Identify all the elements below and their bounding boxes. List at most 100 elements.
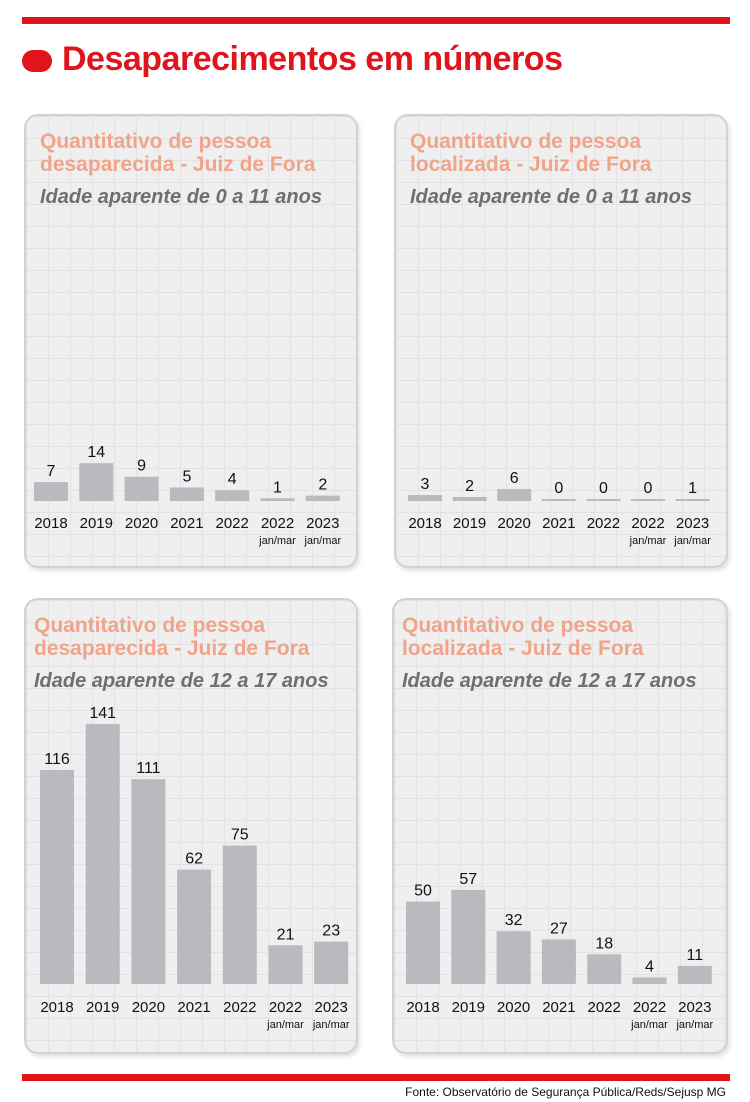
bar-2020 xyxy=(496,931,531,984)
bar-2019 xyxy=(451,889,486,984)
title-bullet-icon xyxy=(22,50,52,72)
bar-2021 xyxy=(541,939,576,984)
bar-chart: 116 2018 141 2019 111 2020 62 2021 75 2022 21 2022 j… xyxy=(40,705,350,1031)
value-label: 2 xyxy=(318,477,327,494)
category-label: 2018 xyxy=(408,515,441,532)
category-label: 2022 xyxy=(269,999,302,1016)
value-label: 111 xyxy=(136,760,160,777)
category-label: 2020 xyxy=(498,515,531,532)
value-label: 14 xyxy=(87,444,105,461)
category-label: 2022 xyxy=(261,515,294,532)
category-sublabel: jan/mar xyxy=(673,535,711,547)
bar-2023-jan-mar xyxy=(675,499,710,501)
category-label: 2022 xyxy=(588,999,621,1016)
chart-card-located-0-11: Quantitativo de pessoa localizada - Juiz… xyxy=(394,114,728,568)
value-label: 32 xyxy=(505,912,523,929)
category-label: 2023 xyxy=(676,515,709,532)
category-label: 2022 xyxy=(587,515,620,532)
value-label: 23 xyxy=(322,923,340,940)
bar-2022-jan-mar xyxy=(260,498,295,501)
value-label: 5 xyxy=(182,469,191,486)
chart-title: Quantitativo de pessoa localizada - Juiz… xyxy=(410,130,652,176)
bar-2018 xyxy=(40,770,74,984)
value-label: 75 xyxy=(231,827,249,844)
bar-2020 xyxy=(131,779,166,984)
value-label: 4 xyxy=(645,958,654,975)
category-label: 2021 xyxy=(542,515,575,532)
chart-subtitle: Idade aparente de 0 a 11 anos xyxy=(410,186,692,208)
category-sublabel: jan/mar xyxy=(312,1019,350,1031)
value-label: 6 xyxy=(510,470,519,487)
bar-2022-jan-mar xyxy=(632,977,667,984)
value-label: 116 xyxy=(44,751,70,768)
category-label: 2019 xyxy=(80,515,113,532)
bar-2020 xyxy=(124,476,159,501)
value-label: 2 xyxy=(465,478,474,495)
bar-2022-jan-mar xyxy=(268,945,303,984)
category-label: 2023 xyxy=(315,999,348,1016)
category-label: 2023 xyxy=(678,999,711,1016)
category-label: 2019 xyxy=(452,999,485,1016)
bar-2023-jan-mar xyxy=(305,495,340,501)
value-label: 50 xyxy=(414,883,432,900)
category-sublabel: jan/mar xyxy=(266,1019,304,1031)
value-label: 18 xyxy=(595,935,613,952)
bar-2019 xyxy=(452,497,487,501)
chart-title: Quantitativo de pessoa localizada - Juiz… xyxy=(402,614,644,660)
value-label: 3 xyxy=(421,476,430,493)
chart-card-located-12-17: Quantitativo de pessoa localizada - Juiz… xyxy=(392,598,728,1054)
bar-2018 xyxy=(406,901,440,984)
category-label: 2020 xyxy=(125,515,158,532)
category-sublabel: jan/mar xyxy=(303,535,341,547)
value-label: 0 xyxy=(599,480,608,497)
category-label: 2020 xyxy=(497,999,530,1016)
chart-card-missing-0-11: Quantitativo de pessoa desaparecida - Ju… xyxy=(24,114,358,568)
value-label: 9 xyxy=(137,458,146,475)
value-label: 11 xyxy=(686,947,703,964)
bar-chart: 50 2018 57 2019 32 2020 27 2021 18 2022 4 2022 jan/m… xyxy=(406,871,713,1031)
value-label: 4 xyxy=(228,471,237,488)
bar-2022 xyxy=(587,954,622,984)
chart-title: Quantitativo de pessoa desaparecida - Ju… xyxy=(34,614,310,660)
category-label: 2021 xyxy=(170,515,203,532)
category-sublabel: jan/mar xyxy=(630,1019,668,1031)
bar-2021 xyxy=(177,869,212,984)
category-label: 2018 xyxy=(34,515,67,532)
value-label: 141 xyxy=(89,705,116,722)
category-label: 2022 xyxy=(216,515,249,532)
category-sublabel: jan/mar xyxy=(258,535,296,547)
bar-2019 xyxy=(79,463,114,501)
category-label: 2022 xyxy=(631,515,664,532)
top-rule xyxy=(22,17,730,24)
category-sublabel: jan/mar xyxy=(675,1019,713,1031)
bar-2023-jan-mar xyxy=(677,965,712,984)
category-label: 2021 xyxy=(542,999,575,1016)
value-label: 62 xyxy=(185,851,203,868)
bar-2022-jan-mar xyxy=(631,499,665,501)
bar-chart: 3 2018 2 2019 6 2020 0 2021 0 2022 0 2022 jan/mar 1 20… xyxy=(408,470,711,547)
bar-2021 xyxy=(169,487,204,501)
category-label: 2022 xyxy=(223,999,256,1016)
bar-2018 xyxy=(408,495,442,501)
value-label: 1 xyxy=(273,479,282,496)
page-title: Desaparecimentos em números xyxy=(62,40,563,78)
source-note: Fonte: Observatório de Segurança Pública… xyxy=(405,1085,726,1099)
value-label: 0 xyxy=(554,480,563,497)
category-label: 2020 xyxy=(132,999,165,1016)
category-label: 2018 xyxy=(40,999,73,1016)
value-label: 1 xyxy=(688,480,697,497)
bar-2020 xyxy=(497,489,532,501)
bottom-rule xyxy=(22,1074,730,1081)
category-sublabel: jan/mar xyxy=(629,535,667,547)
category-label: 2018 xyxy=(406,999,439,1016)
chart-card-missing-12-17: Quantitativo de pessoa desaparecida - Ju… xyxy=(24,598,358,1054)
value-label: 27 xyxy=(550,920,568,937)
bar-2019 xyxy=(85,723,120,984)
bar-2018 xyxy=(34,482,68,501)
value-label: 21 xyxy=(277,926,295,943)
category-label: 2019 xyxy=(453,515,486,532)
category-label: 2019 xyxy=(86,999,119,1016)
bar-2021 xyxy=(541,499,576,501)
bar-2023-jan-mar xyxy=(314,941,349,984)
chart-subtitle: Idade aparente de 12 a 17 anos xyxy=(34,670,329,692)
